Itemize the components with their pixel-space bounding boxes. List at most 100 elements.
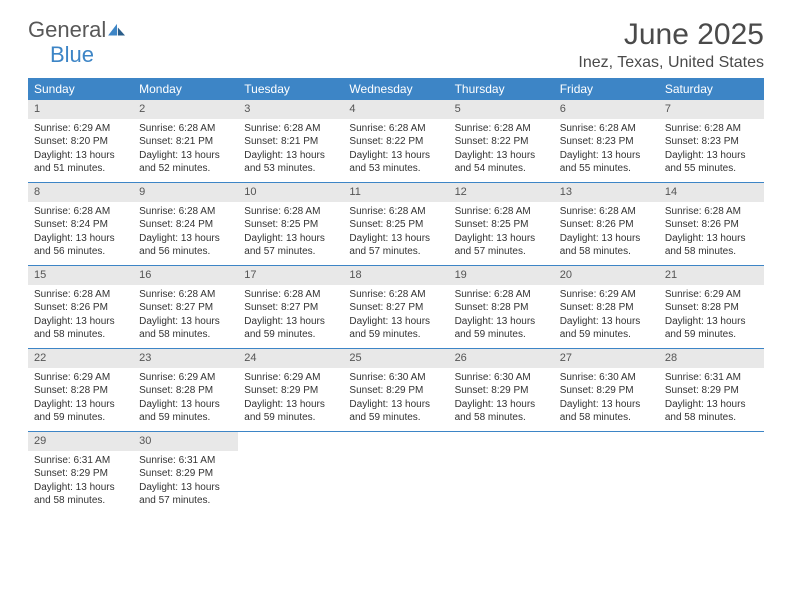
- daylight-text: Daylight: 13 hours and 58 minutes.: [560, 232, 653, 259]
- sunset-text: Sunset: 8:28 PM: [665, 301, 758, 315]
- location-label: Inez, Texas, United States: [578, 54, 764, 72]
- sunset-text: Sunset: 8:28 PM: [560, 301, 653, 315]
- day-number: 21: [659, 266, 764, 285]
- sunrise-text: Sunrise: 6:28 AM: [244, 205, 337, 219]
- day-details: Sunrise: 6:29 AMSunset: 8:28 PMDaylight:…: [28, 368, 133, 431]
- day-number: 3: [238, 100, 343, 119]
- calendar-day: 18 Sunrise: 6:28 AMSunset: 8:27 PMDayligh…: [343, 266, 448, 348]
- day-number: 22: [28, 349, 133, 368]
- daylight-text: Daylight: 13 hours and 57 minutes.: [244, 232, 337, 259]
- weekday-header: Sunday: [28, 78, 133, 100]
- calendar-day: 3Sunrise: 6:28 AMSunset: 8:21 PMDaylight…: [238, 100, 343, 182]
- calendar-week: 15Sunrise: 6:28 AMSunset: 8:26 PMDayligh…: [28, 266, 764, 349]
- calendar-day: 25Sunrise: 6:30 AMSunset: 8:29 PMDayligh…: [343, 349, 448, 431]
- day-details: Sunrise: 6:28 AMSunset: 8:27 PMDaylight:…: [238, 285, 343, 348]
- day-number: 24: [238, 349, 343, 368]
- daylight-text: Daylight: 13 hours and 58 minutes.: [560, 398, 653, 425]
- sunset-text: Sunset: 8:29 PM: [139, 467, 232, 481]
- sunset-text: Sunset: 8:26 PM: [34, 301, 127, 315]
- sunset-text: Sunset: 8:25 PM: [244, 218, 337, 232]
- sunrise-text: Sunrise: 6:28 AM: [349, 288, 442, 302]
- calendar-week: 29Sunrise: 6:31 AMSunset: 8:29 PMDayligh…: [28, 432, 764, 514]
- sunrise-text: Sunrise: 6:28 AM: [139, 205, 232, 219]
- sunset-text: Sunset: 8:21 PM: [139, 135, 232, 149]
- weekday-header: Monday: [133, 78, 238, 100]
- month-title: June 2025: [578, 18, 764, 52]
- sunset-text: Sunset: 8:21 PM: [244, 135, 337, 149]
- day-details: Sunrise: 6:29 AMSunset: 8:20 PMDaylight:…: [28, 119, 133, 182]
- sunset-text: Sunset: 8:27 PM: [349, 301, 442, 315]
- daylight-text: Daylight: 13 hours and 59 minutes.: [244, 398, 337, 425]
- daylight-text: Daylight: 13 hours and 59 minutes.: [349, 315, 442, 342]
- sunrise-text: Sunrise: 6:28 AM: [560, 205, 653, 219]
- sunrise-text: Sunrise: 6:28 AM: [665, 205, 758, 219]
- sunrise-text: Sunrise: 6:28 AM: [244, 122, 337, 136]
- weekday-header: Thursday: [449, 78, 554, 100]
- day-details: Sunrise: 6:28 AMSunset: 8:22 PMDaylight:…: [343, 119, 448, 182]
- daylight-text: Daylight: 13 hours and 58 minutes.: [139, 315, 232, 342]
- sunset-text: Sunset: 8:29 PM: [455, 384, 548, 398]
- daylight-text: Daylight: 13 hours and 54 minutes.: [455, 149, 548, 176]
- weekday-header: Wednesday: [343, 78, 448, 100]
- day-details: Sunrise: 6:30 AMSunset: 8:29 PMDaylight:…: [554, 368, 659, 431]
- day-number: 13: [554, 183, 659, 202]
- sunrise-text: Sunrise: 6:29 AM: [244, 371, 337, 385]
- calendar-day: 20Sunrise: 6:29 AMSunset: 8:28 PMDayligh…: [554, 266, 659, 348]
- day-details: Sunrise: 6:31 AMSunset: 8:29 PMDaylight:…: [659, 368, 764, 431]
- calendar-day: 4Sunrise: 6:28 AMSunset: 8:22 PMDaylight…: [343, 100, 448, 182]
- calendar: Sunday Monday Tuesday Wednesday Thursday…: [28, 78, 764, 514]
- sunrise-text: Sunrise: 6:31 AM: [139, 454, 232, 468]
- calendar-day: 28Sunrise: 6:31 AMSunset: 8:29 PMDayligh…: [659, 349, 764, 431]
- sunset-text: Sunset: 8:23 PM: [560, 135, 653, 149]
- sunset-text: Sunset: 8:25 PM: [455, 218, 548, 232]
- day-details: Sunrise: 6:29 AMSunset: 8:29 PMDaylight:…: [238, 368, 343, 431]
- day-number: 26: [449, 349, 554, 368]
- day-details: Sunrise: 6:28 AMSunset: 8:26 PMDaylight:…: [554, 202, 659, 265]
- sunrise-text: Sunrise: 6:28 AM: [349, 205, 442, 219]
- sunrise-text: Sunrise: 6:29 AM: [665, 288, 758, 302]
- daylight-text: Daylight: 13 hours and 58 minutes.: [665, 232, 758, 259]
- sunrise-text: Sunrise: 6:28 AM: [455, 122, 548, 136]
- weekday-header-row: Sunday Monday Tuesday Wednesday Thursday…: [28, 78, 764, 100]
- daylight-text: Daylight: 13 hours and 58 minutes.: [455, 398, 548, 425]
- day-number: 18: [343, 266, 448, 285]
- day-number: 6: [554, 100, 659, 119]
- calendar-day: 17Sunrise: 6:28 AMSunset: 8:27 PMDayligh…: [238, 266, 343, 348]
- sunset-text: Sunset: 8:27 PM: [139, 301, 232, 315]
- day-number: 10: [238, 183, 343, 202]
- day-number: 17: [238, 266, 343, 285]
- day-details: Sunrise: 6:28 AMSunset: 8:23 PMDaylight:…: [554, 119, 659, 182]
- sunset-text: Sunset: 8:23 PM: [665, 135, 758, 149]
- calendar-day: 24Sunrise: 6:29 AMSunset: 8:29 PMDayligh…: [238, 349, 343, 431]
- sunrise-text: Sunrise: 6:30 AM: [349, 371, 442, 385]
- calendar-day: 19Sunrise: 6:28 AMSunset: 8:28 PMDayligh…: [449, 266, 554, 348]
- daylight-text: Daylight: 13 hours and 59 minutes.: [665, 315, 758, 342]
- sunrise-text: Sunrise: 6:28 AM: [34, 288, 127, 302]
- sunrise-text: Sunrise: 6:28 AM: [455, 205, 548, 219]
- day-number: 11: [343, 183, 448, 202]
- calendar-week: 1Sunrise: 6:29 AMSunset: 8:20 PMDaylight…: [28, 100, 764, 183]
- day-number: [659, 432, 764, 436]
- daylight-text: Daylight: 13 hours and 57 minutes.: [139, 481, 232, 508]
- calendar-day: 27Sunrise: 6:30 AMSunset: 8:29 PMDayligh…: [554, 349, 659, 431]
- sunset-text: Sunset: 8:29 PM: [34, 467, 127, 481]
- calendar-day: 6Sunrise: 6:28 AMSunset: 8:23 PMDaylight…: [554, 100, 659, 182]
- calendar-day: 9Sunrise: 6:28 AMSunset: 8:24 PMDaylight…: [133, 183, 238, 265]
- sunset-text: Sunset: 8:26 PM: [665, 218, 758, 232]
- sunrise-text: Sunrise: 6:31 AM: [665, 371, 758, 385]
- day-details: Sunrise: 6:28 AMSunset: 8:24 PMDaylight:…: [28, 202, 133, 265]
- day-number: 20: [554, 266, 659, 285]
- sunrise-text: Sunrise: 6:28 AM: [34, 205, 127, 219]
- calendar-day: 22Sunrise: 6:29 AMSunset: 8:28 PMDayligh…: [28, 349, 133, 431]
- daylight-text: Daylight: 13 hours and 59 minutes.: [139, 398, 232, 425]
- sunset-text: Sunset: 8:28 PM: [139, 384, 232, 398]
- sunset-text: Sunset: 8:29 PM: [244, 384, 337, 398]
- sunset-text: Sunset: 8:22 PM: [455, 135, 548, 149]
- daylight-text: Daylight: 13 hours and 53 minutes.: [349, 149, 442, 176]
- day-number: 16: [133, 266, 238, 285]
- day-details: Sunrise: 6:31 AMSunset: 8:29 PMDaylight:…: [28, 451, 133, 514]
- calendar-day: 13Sunrise: 6:28 AMSunset: 8:26 PMDayligh…: [554, 183, 659, 265]
- day-details: Sunrise: 6:29 AMSunset: 8:28 PMDaylight:…: [554, 285, 659, 348]
- calendar-day: 21 Sunrise: 6:29 AMSunset: 8:28 PMDayligh…: [659, 266, 764, 348]
- logo-sail-icon: [107, 20, 127, 43]
